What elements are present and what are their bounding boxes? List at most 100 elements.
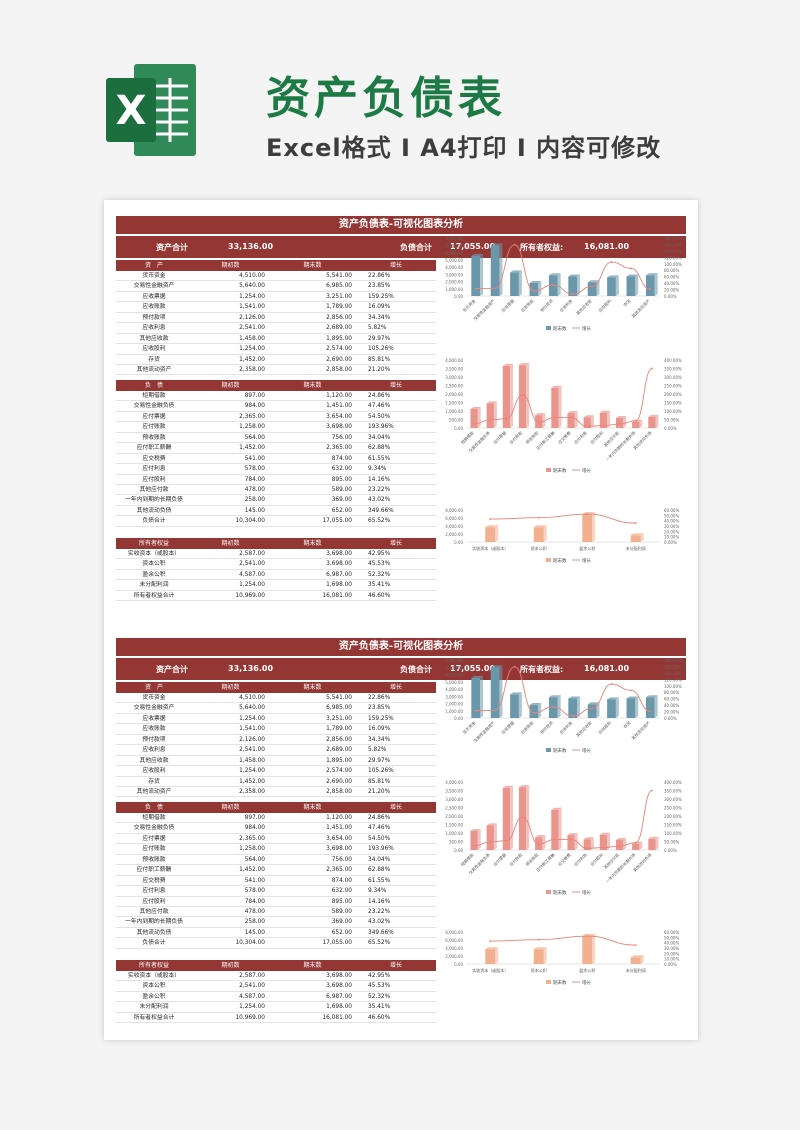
excel-logo-icon: X — [106, 64, 196, 156]
table-cell: 47.46% — [368, 403, 391, 410]
line-point — [649, 710, 652, 713]
y-tick-label: 0.00 — [454, 848, 463, 853]
line-point — [554, 838, 556, 841]
table-cell: 23.22% — [368, 486, 391, 493]
y-tick-label: 3,000.00 — [445, 694, 463, 699]
y2-tick-label: 0.00% — [664, 716, 677, 721]
table-cell: 2,689.00 — [326, 325, 352, 332]
table-cell: 1,120.00 — [326, 393, 352, 399]
summary-bar: 资产合计 33,136.00 负债合计 17,055.00 所有者权益: 16,081.0… — [116, 236, 686, 258]
equity-label: 所有者权益: — [520, 665, 564, 674]
y-tick-label: 2,000.00 — [445, 954, 463, 959]
table-cell: 46.60% — [368, 592, 391, 599]
bar-top — [535, 835, 546, 838]
table-cell: 159.25% — [368, 715, 394, 722]
bar-top — [615, 415, 627, 418]
bar — [485, 527, 496, 542]
y2-tick-label: 50.00% — [664, 935, 679, 940]
table-cell: 预付款项 — [142, 736, 166, 743]
table-cell: 258.00 — [244, 919, 265, 926]
table-cell: 所有者权益合计 — [133, 1014, 175, 1021]
table-cell: 10,969.00 — [235, 592, 265, 599]
table-cell: 23.85% — [368, 705, 391, 712]
line-point — [494, 709, 496, 712]
legend-label: 增长 — [582, 557, 591, 564]
bar — [632, 843, 640, 850]
line-point — [489, 940, 492, 942]
table-cell: 85.81% — [368, 778, 391, 785]
line-point — [521, 816, 524, 818]
y2-tick-label: 80.00% — [664, 268, 679, 273]
table-cell: 2,126.00 — [239, 314, 265, 321]
table-cell: 62.88% — [368, 867, 391, 874]
bar — [587, 282, 597, 296]
x-tick-label: 资本公积 — [531, 967, 547, 973]
bar — [567, 413, 575, 428]
y2-tick-label: 0.00% — [664, 962, 677, 967]
table-cell: 632.00 — [331, 888, 352, 895]
table-cell: 1,698.00 — [326, 582, 352, 589]
y-tick-label: 1,000.00 — [445, 831, 463, 836]
table-cell: 盈余公积 — [142, 571, 166, 578]
y-tick-label: 7,000.00 — [445, 243, 463, 248]
table-row: 负债合计 10,304.00 17,055.00 65.52% — [116, 516, 436, 527]
bar-side — [655, 836, 659, 850]
legend-label: 期末数 — [553, 747, 567, 754]
table-cell: 23.22% — [368, 908, 391, 915]
table-row: 应收利息 2,541.00 2,689.00 5.82% — [116, 745, 436, 756]
table-cell: 应付职工薪酬 — [136, 445, 172, 452]
table-cell: 1,458.00 — [239, 335, 265, 342]
table-cell: 货币资金 — [142, 273, 166, 279]
table-cell: 实收资本（或股本） — [127, 973, 181, 979]
bar-top — [486, 401, 497, 404]
header-cell: 增长 — [389, 804, 402, 811]
bar-top — [568, 696, 581, 699]
table-cell: 10,304.00 — [235, 518, 265, 525]
x-tick-label: 应付股利 — [589, 851, 605, 867]
table-row: 交易性金融负债 984.00 1,451.00 47.46% — [116, 823, 436, 834]
y-tick-label: 1,000.00 — [445, 709, 463, 714]
bar-side — [635, 274, 639, 296]
bar — [529, 283, 539, 296]
table-row: 盈余公积 4,587.00 6,987.00 52.32% — [116, 992, 436, 1003]
y-tick-label: 6,000.00 — [445, 251, 463, 256]
table-cell: 52.32% — [368, 993, 391, 1000]
table-row: 所有者权益合计 10,969.00 16,081.00 46.60% — [116, 591, 436, 602]
table-cell: 应收股利 — [142, 768, 166, 775]
bar-side — [654, 695, 658, 718]
y2-tick-label: 150.00% — [664, 823, 682, 828]
line-point — [537, 421, 540, 424]
equity-value: 16,081.00 — [584, 664, 630, 673]
table-row: 应付股利 784.00 895.00 14.16% — [116, 475, 436, 485]
y-tick-label: 2,500.00 — [445, 384, 463, 389]
table-cell: 541.00 — [244, 877, 265, 884]
line-point — [505, 839, 508, 842]
table-cell: 1,541.00 — [239, 726, 265, 733]
bar-top — [632, 841, 643, 844]
line-point — [586, 847, 589, 850]
y2-tick-label: 400.00% — [664, 780, 682, 785]
header-cell: 期末数 — [303, 962, 322, 969]
bar — [490, 667, 500, 718]
x-tick-label: 实收资本（或股本） — [472, 967, 508, 973]
bar — [630, 957, 641, 964]
table-cell: 应收账款 — [142, 726, 166, 733]
legend-label: 期末数 — [553, 325, 567, 332]
bar-top — [510, 270, 522, 273]
table-cell: 45.53% — [368, 983, 391, 990]
table-cell: 3,698.00 — [326, 846, 352, 853]
line-point — [513, 665, 516, 668]
table-row: 应付利息 578.00 632.00 9.34% — [116, 464, 436, 475]
table-cell: 存货 — [148, 778, 160, 785]
combo-chart: 4,000.00 3,500.00 3,000.00 2,500.00 2,000.00… — [438, 356, 688, 476]
line-point — [634, 841, 637, 844]
growth-line — [475, 666, 651, 717]
table-cell: 541.00 — [244, 455, 265, 462]
table-cell: 6,987.00 — [326, 571, 352, 578]
y2-tick-label: 140.00% — [664, 671, 682, 676]
block-title: 资产负债表-可视化图表分析 — [116, 216, 686, 234]
bar-side — [518, 692, 522, 718]
bar-side — [480, 675, 484, 718]
bar — [582, 936, 593, 964]
table-cell: 2,574.00 — [326, 768, 352, 775]
